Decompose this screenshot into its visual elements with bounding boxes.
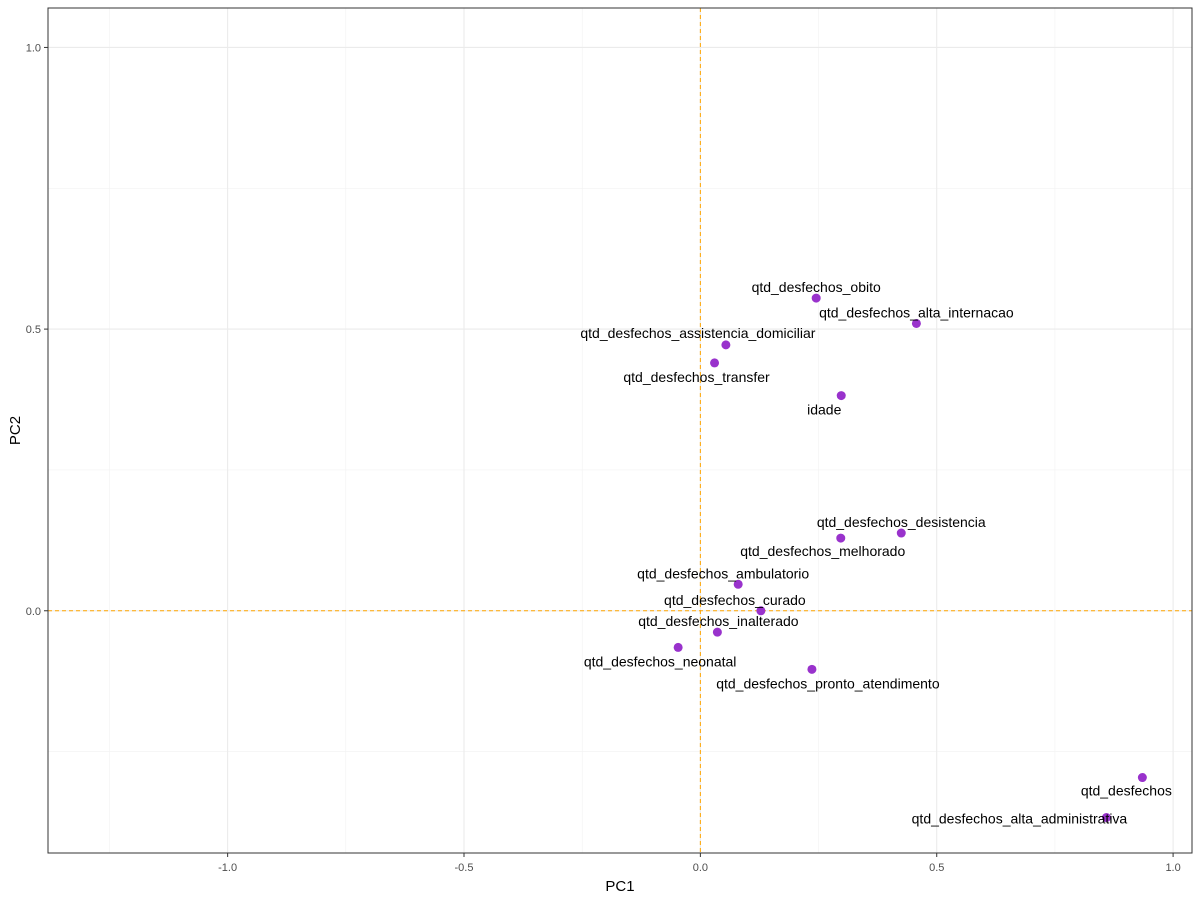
point-label: qtd_desfechos_assistencia_domiciliar: [580, 325, 815, 341]
point-label: qtd_desfechos_neonatal: [584, 653, 737, 669]
x-axis-title: PC1: [605, 878, 634, 895]
point-label: qtd_desfechos_alta_internacao: [819, 304, 1014, 320]
minor-gridlines: [48, 8, 1192, 853]
point-label: qtd_desfechos_inalterado: [638, 613, 799, 629]
data-point: [721, 340, 731, 350]
x-tick-label: 0.0: [693, 862, 708, 874]
data-point: [836, 533, 846, 543]
x-tick-label: -1.0: [218, 862, 237, 874]
point-label: qtd_desfechos_pronto_atendimento: [716, 675, 940, 691]
data-point: [756, 606, 766, 616]
data-point: [712, 627, 722, 637]
data-point: [811, 293, 821, 303]
x-axis-ticks: -1.0 -0.5 0.0 0.5 1.0: [218, 853, 1181, 874]
point-label: idade: [807, 402, 841, 418]
data-point: [1101, 813, 1111, 823]
y-axis-title: PC2: [7, 416, 24, 445]
point-label: qtd_desfechos_desistencia: [817, 514, 986, 530]
data-point: [911, 318, 921, 328]
point-label: qtd_desfechos_curado: [664, 592, 806, 608]
point-label: qtd_desfechos_alta_administrativa: [912, 811, 1128, 827]
point-label: qtd_desfechos_transfer: [623, 369, 770, 385]
panel-border: [47, 7, 1193, 854]
y-tick-label: 0.5: [26, 324, 41, 336]
point-label: qtd_desfechos_ambulatorio: [637, 565, 809, 581]
point-label: qtd_desfechos_melhorado: [740, 543, 905, 559]
data-point: [896, 528, 906, 538]
y-tick-label: 0.0: [26, 606, 41, 618]
data-point: [733, 579, 743, 589]
data-point: [836, 391, 846, 401]
data-point: [673, 642, 683, 652]
x-tick-label: -0.5: [455, 862, 474, 874]
x-tick-label: 1.0: [1165, 862, 1180, 874]
data-point: [1137, 773, 1147, 783]
x-tick-label: 0.5: [929, 862, 944, 874]
y-tick-label: 1.0: [26, 42, 41, 54]
reference-lines: [48, 8, 1192, 853]
y-axis-ticks: 0.0 0.5 1.0: [26, 42, 48, 618]
point-label: qtd_desfechos_obito: [752, 279, 881, 295]
data-point: [710, 358, 720, 368]
data-point: [807, 664, 817, 674]
point-label: qtd_desfechos: [1081, 783, 1172, 799]
data-points: [673, 293, 1147, 823]
data-point-labels: qtd_desfechos_obito qtd_desfechos_alta_in…: [580, 279, 1172, 826]
